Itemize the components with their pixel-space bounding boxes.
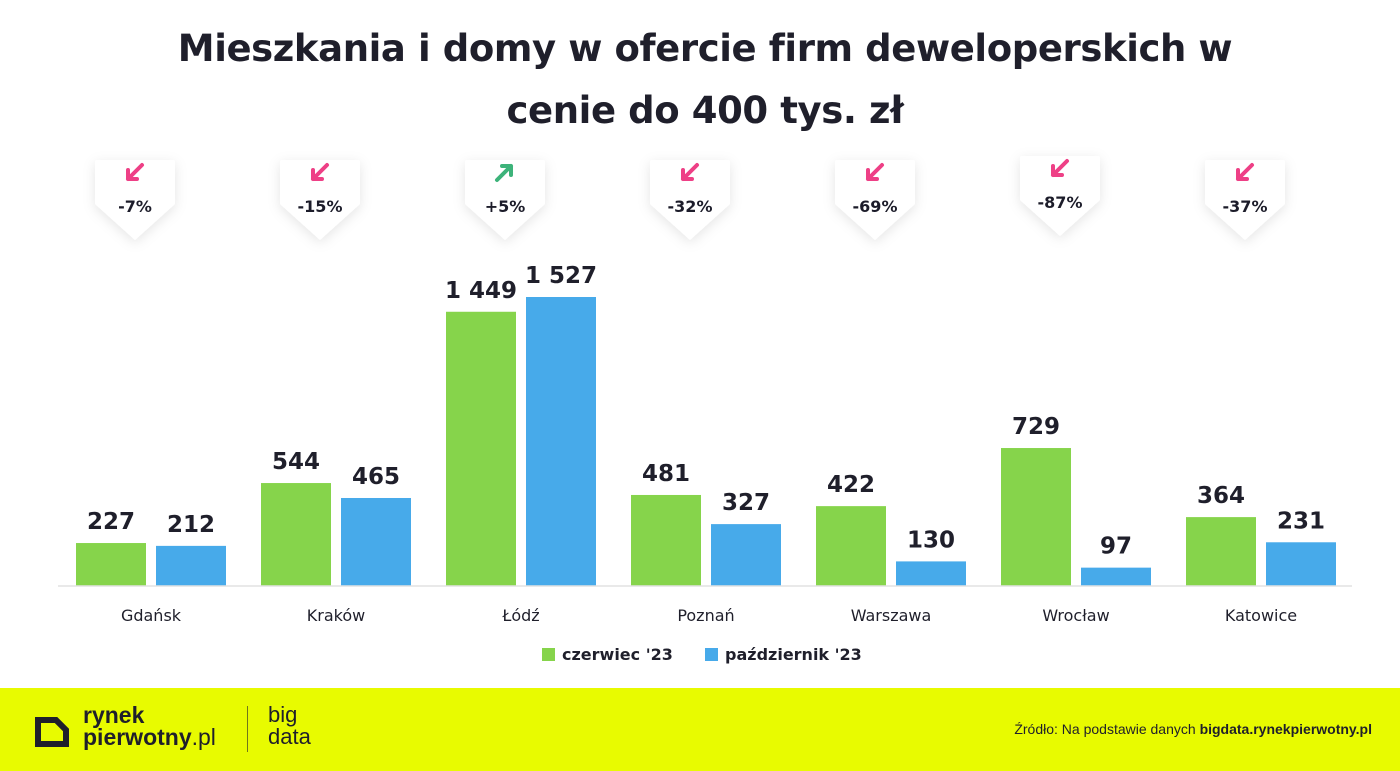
legend-swatch <box>542 648 555 661</box>
logo-line2: pierwotny.pl <box>83 724 216 750</box>
footer-bar: rynek pierwotny.pl big data Źródło: Na p… <box>0 688 1400 771</box>
bigdata-line1: big <box>268 702 298 727</box>
change-label: -15% <box>298 197 343 216</box>
bar-value-label: 327 <box>722 490 770 516</box>
bar-value-label: 729 <box>1012 414 1060 440</box>
bar-value-label: 227 <box>87 509 135 535</box>
badge-shape <box>1205 160 1285 240</box>
arrow-down-left-icon <box>126 163 144 181</box>
bar-june-0 <box>76 543 146 586</box>
bar-october-5 <box>1081 567 1151 586</box>
rynek-pierwotny-logo-icon <box>35 717 69 747</box>
arrow-down-left-icon <box>311 163 329 181</box>
bar-value-label: 481 <box>642 461 690 487</box>
change-badge: -37% <box>1205 160 1285 240</box>
bar-value-label: 422 <box>827 472 875 498</box>
bar-value-label: 231 <box>1277 508 1325 534</box>
legend-label: październik '23 <box>725 645 862 664</box>
bar-value-label: 1 449 <box>445 278 517 304</box>
change-label: -87% <box>1038 193 1083 212</box>
logo-divider <box>247 706 248 752</box>
big-data-logo[interactable]: big data <box>268 704 311 748</box>
rynek-pierwotny-logo[interactable]: rynek pierwotny.pl <box>83 702 216 750</box>
bar-value-label: 544 <box>272 449 320 475</box>
chart-title-line2: cenie do 400 tys. zł <box>506 89 904 132</box>
change-badge: -15% <box>280 160 360 240</box>
x-axis-labels: Gdańsk Kraków Łódź Poznań Warszawa Wrocław Kat… <box>121 606 1297 625</box>
arrow-up-right-icon <box>495 164 513 182</box>
legend-label: czerwiec '23 <box>562 645 673 664</box>
bar-chart: -7% -15% +5% -32% -69% -87% -37% 227 212 544 465 1… <box>58 156 1352 664</box>
source-link[interactable]: bigdata.rynekpierwotny.pl <box>1199 721 1372 737</box>
x-tick-label: Wrocław <box>1042 606 1109 625</box>
badge-shape <box>1020 156 1100 236</box>
change-badge: +5% <box>465 160 545 240</box>
bar-october-0 <box>156 545 226 586</box>
badge-shape <box>650 160 730 240</box>
bar-october-2 <box>526 297 596 586</box>
bar-october-1 <box>341 497 411 586</box>
change-label: -69% <box>853 197 898 216</box>
logo-line1: rynek <box>83 702 145 728</box>
bar-june-6 <box>1186 517 1256 586</box>
logo-line2-bold: pierwotny <box>83 724 192 750</box>
arrow-down-left-icon <box>1051 159 1069 177</box>
arrow-down-left-icon <box>681 163 699 181</box>
badge-shape <box>280 160 360 240</box>
arrow-down-left-icon <box>1236 163 1254 181</box>
change-label: -32% <box>668 197 713 216</box>
bar-value-label: 465 <box>352 464 400 490</box>
bar-june-3 <box>631 494 701 586</box>
source-note: Źródło: Na podstawie danych bigdata.ryne… <box>1014 721 1372 737</box>
change-badge: -32% <box>650 160 730 240</box>
bar-october-3 <box>711 524 781 586</box>
badge-shape <box>465 160 545 240</box>
change-badge: -87% <box>1020 156 1100 236</box>
legend-swatch <box>705 648 718 661</box>
arrow-down-left-icon <box>866 163 884 181</box>
x-tick-label: Łódź <box>501 606 539 625</box>
bar-value-label: 130 <box>907 527 955 553</box>
bar-value-label: 97 <box>1100 534 1132 560</box>
bar-value-label: 364 <box>1197 483 1245 509</box>
badge-shape <box>95 160 175 240</box>
logo-line2-rest: .pl <box>191 724 216 750</box>
bar-value-label: 212 <box>167 512 215 538</box>
bar-june-4 <box>816 506 886 586</box>
source-prefix: Źródło: Na podstawie danych <box>1014 721 1200 737</box>
change-label: +5% <box>485 197 526 216</box>
x-tick-label: Warszawa <box>851 606 932 625</box>
chart-title-line1: Mieszkania i domy w ofercie firm dewelop… <box>177 27 1233 70</box>
change-badges: -7% -15% +5% -32% -69% -87% -37% <box>95 156 1285 240</box>
change-badge: -69% <box>835 160 915 240</box>
bars: 227 212 544 465 1 449 1 527 481 327 422 130 729 97 3… <box>76 263 1336 586</box>
bar-june-5 <box>1001 448 1071 586</box>
bar-october-4 <box>896 561 966 586</box>
bigdata-line2: data <box>268 724 311 749</box>
badge-shape <box>835 160 915 240</box>
bar-october-6 <box>1266 542 1336 586</box>
change-badge: -7% <box>95 160 175 240</box>
x-tick-label: Poznań <box>677 606 734 625</box>
bar-june-1 <box>261 483 331 586</box>
change-label: -7% <box>118 197 152 216</box>
bar-value-label: 1 527 <box>525 263 597 289</box>
change-label: -37% <box>1223 197 1268 216</box>
x-tick-label: Kraków <box>307 606 365 625</box>
bar-june-2 <box>446 311 516 586</box>
chart-title: Mieszkania i domy w ofercie firm dewelop… <box>0 18 1400 142</box>
legend: czerwiec '23 październik '23 <box>542 645 862 664</box>
x-tick-label: Katowice <box>1225 606 1297 625</box>
x-tick-label: Gdańsk <box>121 606 182 625</box>
